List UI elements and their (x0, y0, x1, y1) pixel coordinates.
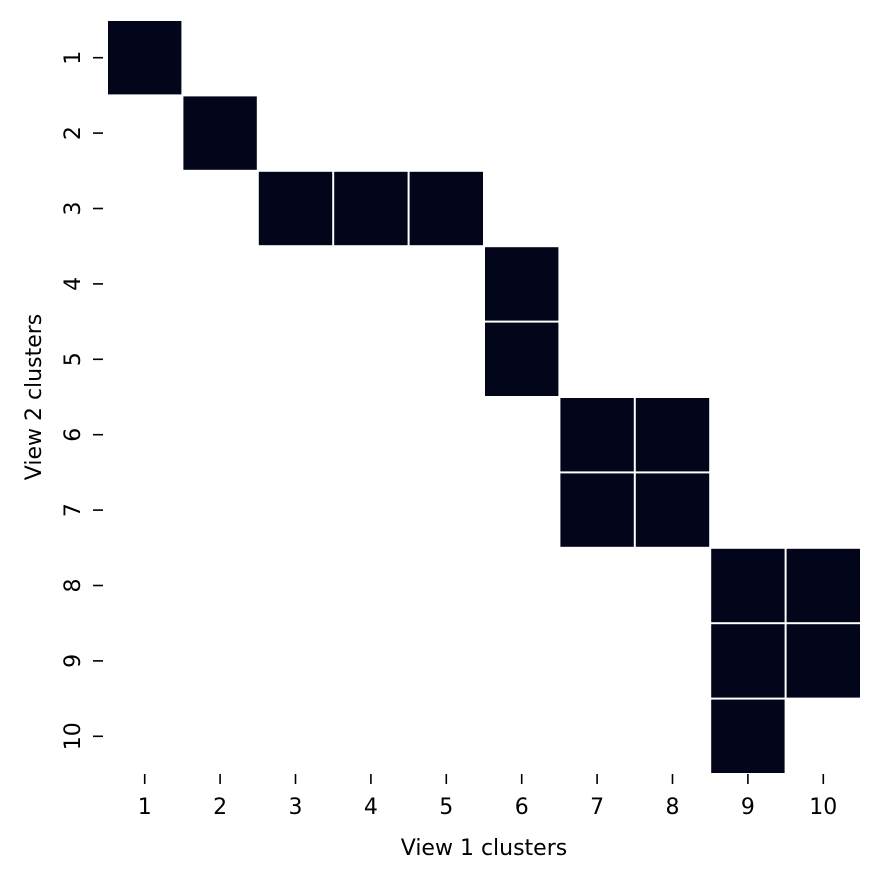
heatmap-cell-r2-c2 (183, 96, 257, 170)
heatmap-cell-r7-c7 (560, 473, 634, 547)
y-tick-label: 6 (61, 428, 86, 442)
heatmap-cell-r3-c3 (258, 171, 333, 246)
heatmap-cell-r3-c4 (334, 171, 408, 246)
heatmap-cell-r6-c8 (635, 398, 710, 472)
y-tick-label: 5 (61, 352, 86, 366)
heatmap-cell-r4-c6 (485, 247, 559, 321)
heatmap-cell-r9-c9 (711, 624, 785, 698)
y-tick-label: 9 (61, 654, 86, 668)
heatmap-cell-r6-c7 (560, 398, 634, 472)
x-tick-label: 3 (289, 795, 303, 820)
y-tick-label: 8 (61, 579, 86, 593)
x-tick-label: 10 (809, 795, 837, 820)
y-tick-label: 7 (61, 503, 86, 517)
heatmap-cell-r7-c8 (635, 473, 710, 547)
y-axis-label: View 2 clusters (22, 314, 47, 480)
heatmap-cell-r1-c1 (108, 21, 182, 95)
y-tick-label: 2 (61, 126, 86, 140)
heatmap-cell-r8-c9 (711, 548, 785, 623)
x-tick-label: 8 (666, 795, 680, 820)
heatmap-cell-r9-c10 (786, 624, 860, 698)
x-tick-label: 6 (515, 795, 529, 820)
heatmap-cell-r5-c6 (485, 322, 559, 396)
y-tick-label: 10 (61, 722, 86, 750)
heatmap-cells (108, 21, 860, 773)
x-tick-label: 7 (590, 795, 604, 820)
heatmap-cell-r3-c5 (409, 171, 483, 246)
x-axis-ticks: 1 2 3 4 5 6 7 8 9 10 (138, 774, 837, 820)
y-tick-label: 4 (61, 277, 86, 291)
y-axis-ticks: 1 2 3 4 5 6 7 8 9 10 (61, 51, 103, 750)
x-tick-label: 5 (439, 795, 453, 820)
heatmap-cell-r8-c10 (786, 548, 860, 623)
x-tick-label: 9 (741, 795, 755, 820)
y-tick-label: 3 (61, 202, 86, 216)
heatmap-cell-r10-c9 (711, 699, 785, 773)
y-tick-label: 1 (61, 51, 86, 65)
x-axis-label: View 1 clusters (401, 836, 567, 861)
x-tick-label: 2 (213, 795, 227, 820)
x-tick-label: 4 (364, 795, 378, 820)
x-tick-label: 1 (138, 795, 152, 820)
